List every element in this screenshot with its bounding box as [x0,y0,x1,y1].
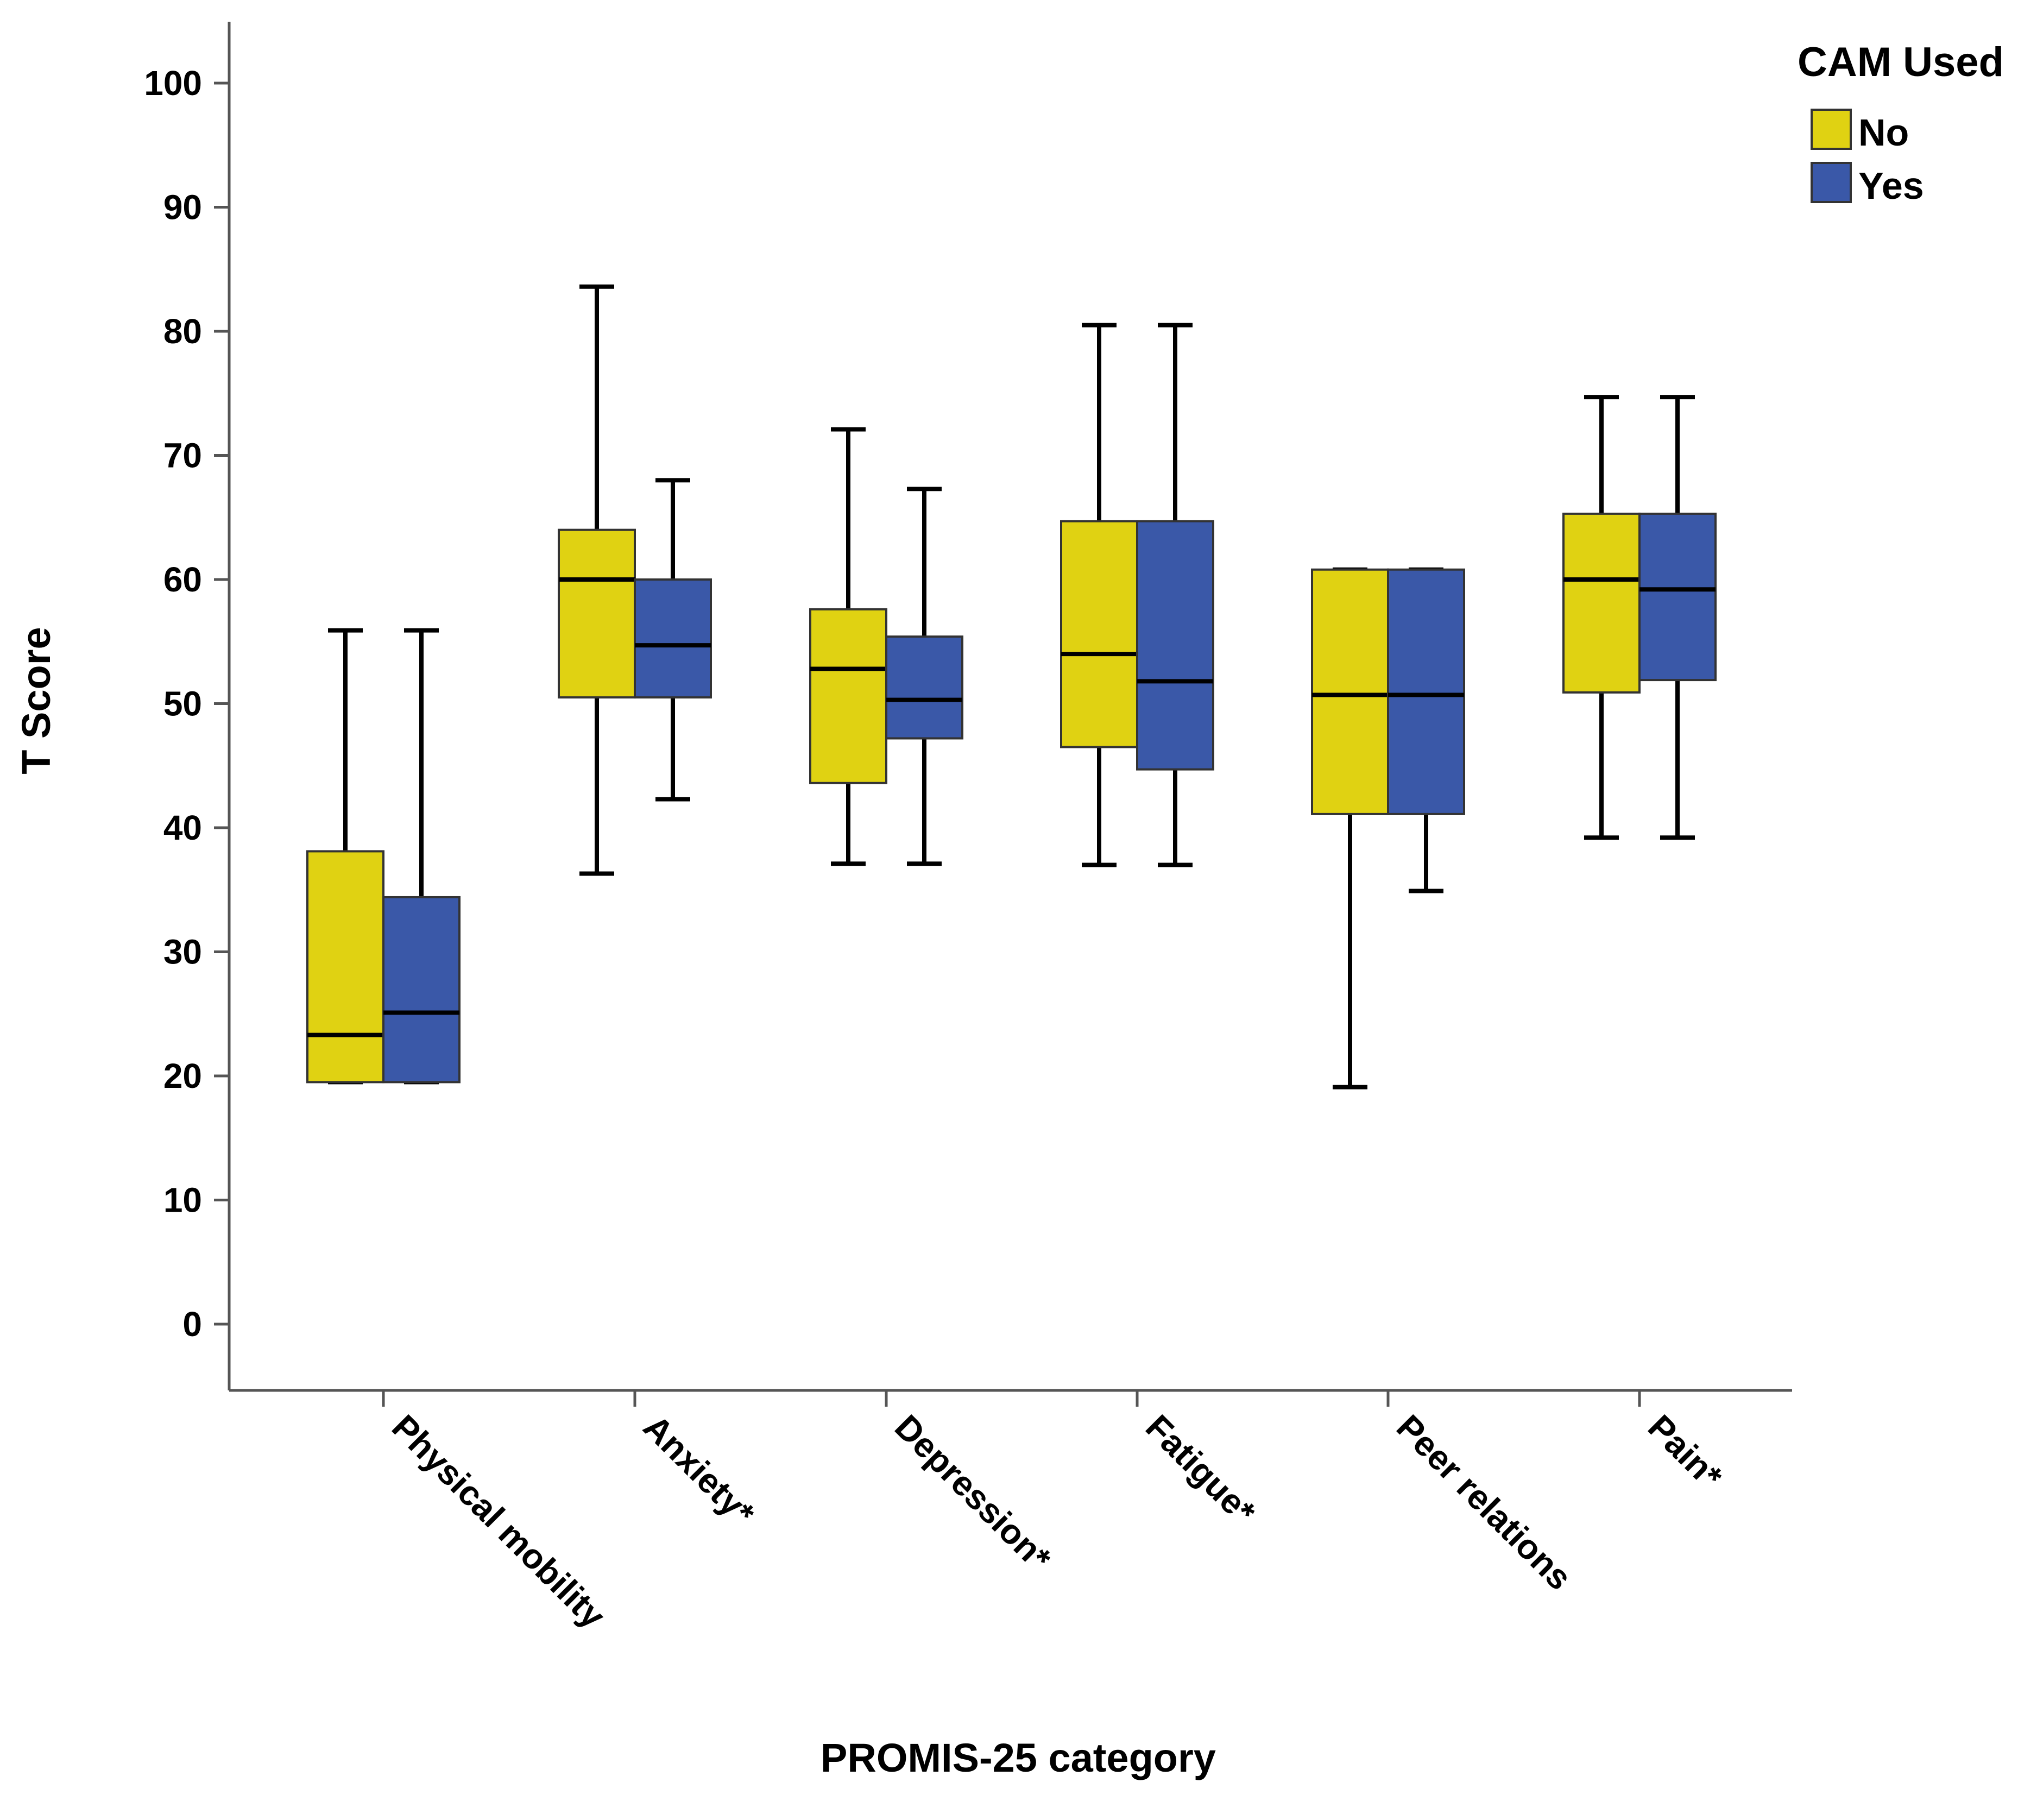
box-iqr [1638,512,1717,682]
box-plot-yes-1 [634,478,712,802]
box-iqr [1387,568,1465,815]
y-tick-label: 0 [182,1305,202,1344]
legend-swatch-no [1811,109,1852,150]
box-plot-yes-3 [1136,323,1214,867]
box-iqr [558,528,636,699]
box-iqr [1060,520,1138,748]
y-axis-title: T Score [14,627,59,774]
y-tick-label: 30 [163,933,202,972]
axes [214,22,1792,1407]
box-iqr [885,635,963,740]
box-iqr [809,608,887,784]
legend-title: CAM Used [1798,39,2004,85]
box-plot-no-2 [809,427,887,866]
legend-label-no: No [1858,111,1909,154]
y-tick-label: 40 [163,808,202,847]
y-tick-label: 80 [163,312,202,351]
x-axis-title: PROMIS-25 category [821,1735,1216,1780]
box-iqr [1136,520,1214,771]
box-plot-no-5 [1562,395,1641,840]
legend: CAM Used No Yes [1798,39,2004,207]
y-tick-label: 10 [163,1181,202,1220]
box-iqr [634,578,712,699]
box-plot-yes-5 [1638,395,1717,840]
box-plot-yes-0 [382,628,461,1085]
legend-swatch-yes [1811,162,1852,203]
y-tick-label: 50 [163,684,202,723]
box-iqr [1311,568,1389,815]
x-tick-label: Physical mobility [384,1407,613,1636]
box-iqr [1562,512,1641,694]
box-iqr [306,850,384,1084]
y-tick-label: 90 [163,188,202,227]
axis-labels: 0 10 20 30 40 50 60 70 80 90 100 Physical mobility A… [144,64,1730,1636]
y-tick-label: 100 [144,64,202,103]
box-plot-no-3 [1060,323,1138,867]
box-plot-yes-4 [1387,567,1465,893]
x-tick-label: Fatigue* [1138,1407,1263,1532]
box-plot-no-1 [558,284,636,876]
box-plot-no-4 [1311,567,1389,1090]
x-tick-label: Anxiety* [636,1407,762,1533]
legend-label-yes: Yes [1858,165,1924,207]
x-tick-label: Peer relations [1389,1407,1579,1597]
x-tick-label: Depression* [887,1407,1058,1578]
box-plot-yes-2 [885,487,963,866]
y-tick-label: 60 [163,560,202,599]
box-plots [306,284,1717,1090]
y-tick-label: 20 [163,1056,202,1095]
x-tick-label: Pain* [1641,1407,1730,1496]
box-iqr [382,896,461,1084]
y-tick-label: 70 [163,436,202,475]
box-plot-no-0 [306,628,384,1085]
